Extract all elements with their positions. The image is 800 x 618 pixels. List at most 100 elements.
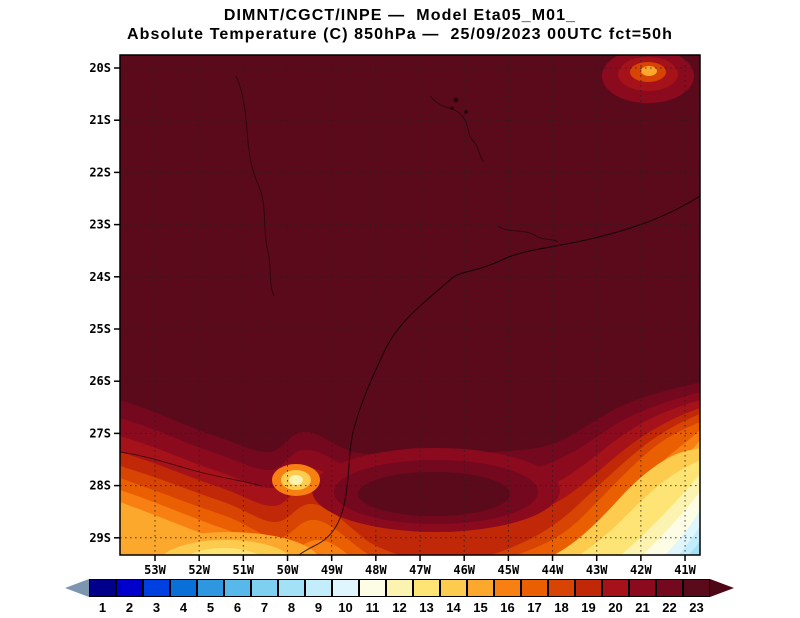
map-frame [119,54,701,556]
colorbar-value-label: 5 [206,600,215,615]
river [235,75,275,297]
lon-tick-label: 51W [232,563,254,577]
colorbar-value-label: 23 [689,600,704,615]
colorbar-swatch [412,579,440,597]
lat-tick-label: 25S [89,322,111,336]
colorbar-value-label: 13 [419,600,434,615]
colorbar-cell: 5 [196,579,224,615]
lake [464,110,468,114]
colorbar-value-label: 8 [287,600,296,615]
colorbar-cell: 21 [628,579,656,615]
river [497,225,559,243]
colorbar-swatch [628,579,656,597]
colorbar-cell: 12 [385,579,413,615]
colorbar-cell: 7 [250,579,278,615]
colorbar-value-label: 16 [500,600,515,615]
colorbar-cell: 18 [547,579,575,615]
colorbar-swatch [250,579,278,597]
river [429,95,485,163]
colorbar-cell: 2 [115,579,143,615]
lon-tick-label: 52W [188,563,210,577]
colorbar-value-label: 22 [662,600,677,615]
lon-tick-label: 43W [586,563,608,577]
lat-tick-label: 27S [89,426,111,440]
colorbar-swatch [196,579,224,597]
colorbar-value-label: 20 [608,600,623,615]
colorbar-cell: 20 [601,579,629,615]
colorbar-cell: 10 [331,579,359,615]
lat-tick-label: 26S [89,374,111,388]
colorbar-cell: 17 [520,579,548,615]
chart-title-line-2: Absolute Temperature (C) 850hPa — 25/09/… [126,26,674,43]
colorbar-value-label: 12 [392,600,407,615]
colorbar-value-label: 17 [527,600,542,615]
colorbar-swatch [439,579,467,597]
colorbar-cell: 15 [466,579,494,615]
colorbar-overflow-arrow [710,579,734,597]
colorbar-swatch [277,579,305,597]
colorbar-swatch [574,579,602,597]
colorbar-swatch [358,579,386,597]
colorbar-swatch [223,579,251,597]
warm-core [358,472,510,516]
cool-pocket-core [189,548,259,555]
colorbar-cell: 13 [412,579,440,615]
lon-tick-label: 45W [498,563,520,577]
colorbar-value-label: 6 [233,600,242,615]
lon-tick-label: 41W [674,563,696,577]
lat-tick-label: 24S [89,270,111,284]
colorbar-cell: 1 [89,579,116,615]
lat-tick-label: 20S [89,61,111,75]
colorbar-cell: 19 [574,579,602,615]
colorbar-swatch [331,579,359,597]
temp-band-19 [120,408,700,555]
grid-lines [120,55,700,555]
coastline [298,195,700,555]
lat-tick-label: 23S [89,218,111,232]
lat-tick-label: 29S [89,531,111,545]
lake [450,106,454,110]
colorbar-cell: 4 [169,579,197,615]
colorbar-cells: 1 2 3 4 5 6 7 8 9 10 11 12 13 14 15 16 17 18 19 20 21 22 23 [89,579,710,615]
colorbar-swatch [169,579,197,597]
lon-tick-label: 48W [365,563,387,577]
colorbar-swatch [682,579,710,597]
colorbar-cell: 3 [142,579,170,615]
colorbar-swatch [385,579,413,597]
lon-tick-label: 42W [630,563,652,577]
colorbar-value-label: 19 [581,600,596,615]
river [120,451,263,487]
lat-tick-label: 28S [89,479,111,493]
colorbar-swatch [466,579,494,597]
cool-pocket-ring [163,540,289,555]
colorbar-value-label: 14 [446,600,461,615]
colorbar-value-label: 15 [473,600,488,615]
colorbar-swatch [89,579,116,597]
temp-band-9 [678,526,700,555]
axis-ticks [114,67,686,561]
colorbar-cell: 14 [439,579,467,615]
colorbar: 1 2 3 4 5 6 7 8 9 10 11 12 13 14 15 16 17 18 19 20 21 22 23 [65,579,734,615]
colorbar-swatch [601,579,629,597]
axis-labels: 53W 52W 51W 50W 49W 48W 47W 46W 45W 44W 43W 42W 41W 2… [89,61,696,577]
colorbar-swatch [304,579,332,597]
lon-tick-label: 49W [321,563,343,577]
colorbar-cell: 6 [223,579,251,615]
colorbar-cell: 22 [655,579,683,615]
colorbar-cell: 11 [358,579,386,615]
chart-title-line-1: DIMNT/CGCT/INPE — Model Eta05_M01_ [223,7,577,24]
colorbar-value-label: 4 [179,600,188,615]
lon-tick-label: 50W [277,563,299,577]
colorbar-value-label: 7 [260,600,269,615]
lon-tick-label: 47W [409,563,431,577]
lake [453,97,459,103]
colorbar-value-label: 21 [635,600,650,615]
colorbar-value-label: 1 [98,600,107,615]
colorbar-value-label: 11 [365,600,380,615]
lon-tick-label: 53W [144,563,166,577]
lon-tick-label: 44W [542,563,564,577]
lat-tick-label: 22S [89,165,111,179]
colorbar-value-label: 18 [554,600,569,615]
temp-band-8 [688,540,700,555]
